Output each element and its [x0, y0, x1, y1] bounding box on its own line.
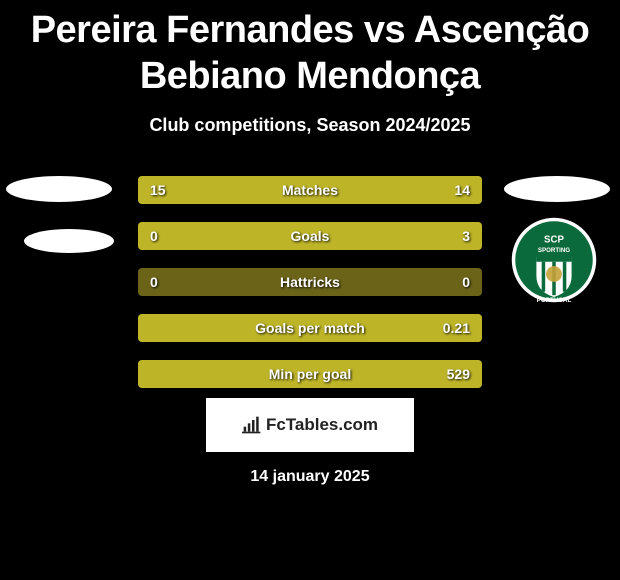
- date-label: 14 january 2025: [0, 468, 620, 486]
- svg-text:PORTUGAL: PORTUGAL: [537, 297, 572, 304]
- svg-text:SCP: SCP: [544, 235, 564, 246]
- player-right-image-placeholder: [504, 176, 610, 202]
- stat-row: Goals per match0.21: [138, 314, 482, 342]
- svg-text:SPORTING: SPORTING: [538, 247, 570, 254]
- stat-label: Matches: [188, 182, 432, 198]
- stat-left-value: 0: [138, 274, 188, 290]
- stat-right-value: 0: [432, 274, 482, 290]
- stat-left-value: 0: [138, 228, 188, 244]
- club-left-image-placeholder: [24, 229, 114, 253]
- club-right-emblem: SCP SPORTING PORTUGAL: [510, 216, 598, 304]
- subtitle: Club competitions, Season 2024/2025: [0, 115, 620, 136]
- stat-label: Goals: [188, 228, 432, 244]
- stat-row: 0Goals3: [138, 222, 482, 250]
- stat-right-value: 14: [432, 182, 482, 198]
- stat-right-value: 0.21: [432, 320, 482, 336]
- stats-area: SCP SPORTING PORTUGAL 15Matches140Goals3…: [0, 176, 620, 396]
- page-title: Pereira Fernandes vs Ascenção Bebiano Me…: [0, 0, 620, 99]
- brand-footer[interactable]: FcTables.com: [206, 398, 414, 452]
- stat-right-value: 529: [432, 366, 482, 382]
- stat-label: Min per goal: [188, 366, 432, 382]
- stat-left-value: 15: [138, 182, 188, 198]
- bar-chart-icon: [242, 416, 262, 434]
- stat-right-value: 3: [432, 228, 482, 244]
- brand-text: FcTables.com: [266, 415, 378, 435]
- comparison-bars: 15Matches140Goals30Hattricks0Goals per m…: [138, 176, 482, 406]
- stat-label: Hattricks: [188, 274, 432, 290]
- player-left-image-placeholder: [6, 176, 112, 202]
- stat-row: Min per goal529: [138, 360, 482, 388]
- stat-row: 0Hattricks0: [138, 268, 482, 296]
- stat-row: 15Matches14: [138, 176, 482, 204]
- stat-label: Goals per match: [188, 320, 432, 336]
